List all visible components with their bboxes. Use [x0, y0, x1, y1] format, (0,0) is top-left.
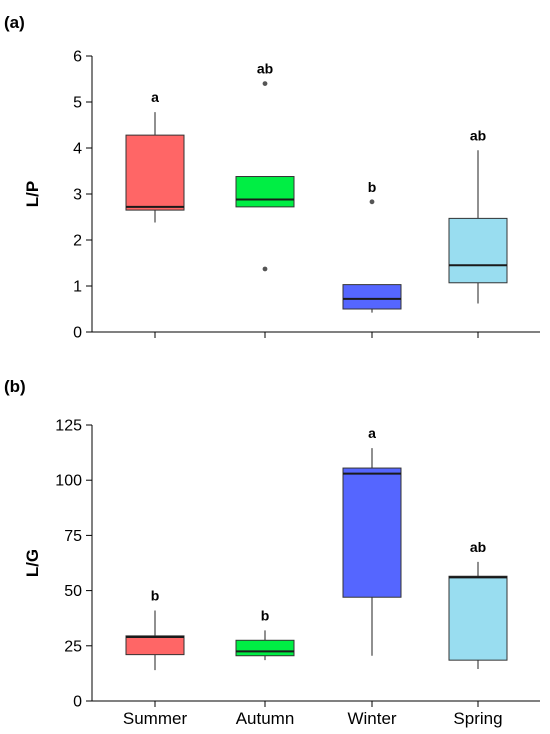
- significance-label-summer: b: [151, 587, 160, 603]
- outlier-autumn: [262, 81, 268, 86]
- significance-label-summer: a: [151, 89, 159, 105]
- x-tick-label-spring: Spring: [453, 709, 502, 728]
- box-winter: [342, 284, 402, 310]
- y-axis-label: L/G: [23, 549, 42, 577]
- box-summer: [125, 635, 185, 656]
- box-winter: [342, 467, 402, 598]
- significance-label-autumn: ab: [257, 61, 273, 77]
- box-summer: [125, 134, 185, 211]
- significance-label-spring: ab: [470, 539, 486, 555]
- box-spring: [448, 217, 508, 284]
- panel-label: (b): [4, 377, 26, 396]
- significance-label-winter: a: [368, 425, 376, 441]
- box-spring: [448, 575, 508, 661]
- x-tick-label-winter: Winter: [347, 709, 396, 728]
- significance-label-autumn: b: [261, 607, 270, 623]
- box-autumn: [235, 176, 295, 208]
- y-tick-label: 125: [55, 418, 82, 435]
- box-autumn: [235, 639, 295, 657]
- y-tick-label: 3: [73, 187, 82, 204]
- outlier-autumn: [262, 266, 268, 272]
- x-tick-label-summer: Summer: [123, 709, 188, 728]
- y-tick-label: 75: [64, 528, 82, 545]
- y-tick-label: 6: [73, 49, 82, 66]
- y-axis-label: L/P: [23, 181, 42, 207]
- y-tick-label: 0: [73, 325, 82, 342]
- y-tick-label: 0: [73, 694, 82, 711]
- y-tick-label: 50: [64, 583, 82, 600]
- y-tick-label: 2: [73, 233, 82, 250]
- significance-label-spring: ab: [470, 127, 486, 143]
- x-tick-label-autumn: Autumn: [236, 709, 295, 728]
- y-tick-label: 25: [64, 638, 82, 655]
- significance-label-winter: b: [368, 179, 377, 195]
- panel-label: (a): [4, 13, 25, 32]
- y-tick-label: 5: [73, 95, 82, 112]
- y-tick-label: 4: [73, 141, 82, 158]
- y-tick-label: 100: [55, 473, 82, 490]
- y-tick-label: 1: [73, 279, 82, 296]
- outlier-winter: [369, 199, 375, 205]
